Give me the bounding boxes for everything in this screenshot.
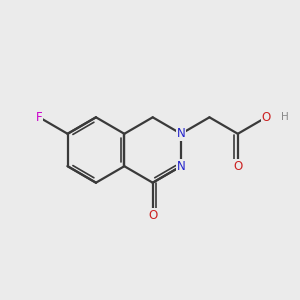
Text: F: F [36, 111, 43, 124]
Text: N: N [177, 160, 185, 173]
Text: O: O [233, 160, 242, 173]
Text: O: O [148, 208, 157, 222]
Text: H: H [281, 112, 289, 122]
Text: N: N [177, 127, 185, 140]
Text: O: O [262, 111, 271, 124]
